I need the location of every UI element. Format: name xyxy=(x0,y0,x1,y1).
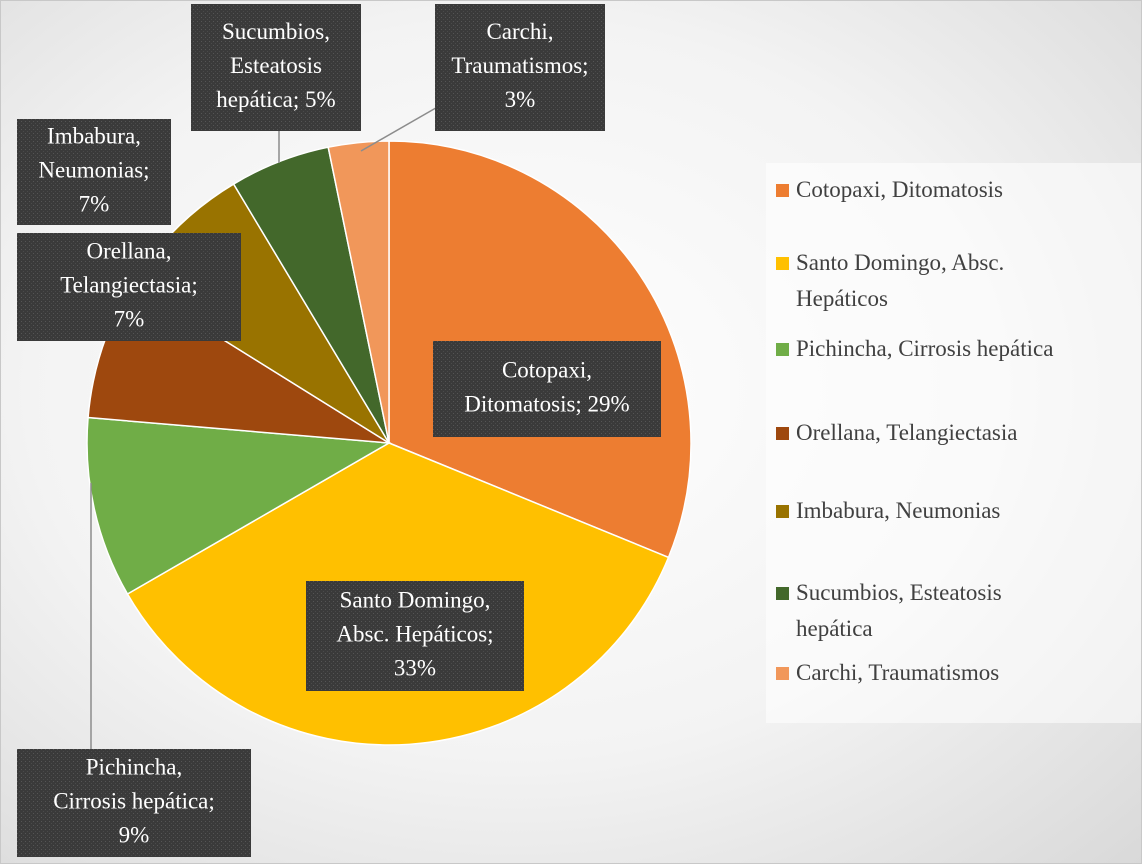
legend-label: Imbabura, Neumonias xyxy=(796,498,1001,523)
legend-entry: Orellana, Telangiectasia xyxy=(776,415,1136,451)
data-label-box xyxy=(306,581,524,691)
legend-entry: Imbabura, Neumonias xyxy=(776,493,1136,529)
pie-slice xyxy=(327,140,390,444)
data-label: Cotopaxi, xyxy=(502,357,592,382)
data-label: hepática; 5% xyxy=(216,87,335,112)
data-label: Telangiectasia; xyxy=(60,272,198,297)
legend-entry: Sucumbios, Esteatosis hepática xyxy=(776,575,1136,647)
data-label: 7% xyxy=(114,306,145,331)
data-label-box xyxy=(17,749,251,857)
legend-label: Santo Domingo, Absc. Hepáticos xyxy=(796,250,1005,311)
data-label: Carchi, xyxy=(486,19,553,44)
data-label-box xyxy=(191,4,361,131)
legend-swatch xyxy=(776,343,789,356)
data-label: Ditomatosis; 29% xyxy=(464,391,629,416)
data-label: Esteatosis xyxy=(230,53,322,78)
legend-label: Orellana, Telangiectasia xyxy=(796,420,1018,445)
legend-swatch xyxy=(776,667,789,680)
data-label: Pichincha, xyxy=(86,754,182,779)
legend-swatch xyxy=(776,587,789,600)
data-label: 7% xyxy=(79,191,110,216)
data-label: Santo Domingo, xyxy=(340,587,491,612)
data-label: 3% xyxy=(505,87,536,112)
data-label: 33% xyxy=(394,655,436,680)
data-label: 9% xyxy=(119,822,150,847)
legend-swatch xyxy=(776,427,789,440)
legend-label: Cotopaxi, Ditomatosis xyxy=(796,177,1003,202)
data-label: Sucumbios, xyxy=(222,19,330,44)
legend-label: Sucumbios, Esteatosis hepática xyxy=(796,580,1002,641)
legend-entry: Cotopaxi, Ditomatosis xyxy=(776,172,1136,208)
legend-swatch xyxy=(776,505,789,518)
data-label-box xyxy=(17,233,241,341)
data-label: Orellana, xyxy=(87,238,172,263)
legend-swatch xyxy=(776,184,789,197)
data-label: Neumonias; xyxy=(38,157,149,182)
data-label-box xyxy=(435,4,605,131)
legend-entry: Carchi, Traumatismos xyxy=(776,655,1136,691)
data-label-box xyxy=(433,341,661,437)
legend-entry: Pichincha, Cirrosis hepática xyxy=(776,331,1136,367)
data-label: Absc. Hepáticos; xyxy=(336,621,493,646)
legend-label: Pichincha, Cirrosis hepática xyxy=(796,336,1054,361)
pie-slice xyxy=(86,416,392,596)
legend-entry: Santo Domingo, Absc. Hepáticos xyxy=(776,245,1136,317)
legend: Cotopaxi, Ditomatosis Santo Domingo, Absc… xyxy=(766,163,1141,723)
data-label: Imbabura, xyxy=(47,123,141,148)
legend-swatch xyxy=(776,257,789,270)
data-label: Traumatismos; xyxy=(451,53,588,78)
data-label: Cirrosis hepática; xyxy=(53,788,215,813)
leader-line xyxy=(360,104,442,152)
data-label-box xyxy=(17,119,171,225)
legend-label: Carchi, Traumatismos xyxy=(796,660,1000,685)
